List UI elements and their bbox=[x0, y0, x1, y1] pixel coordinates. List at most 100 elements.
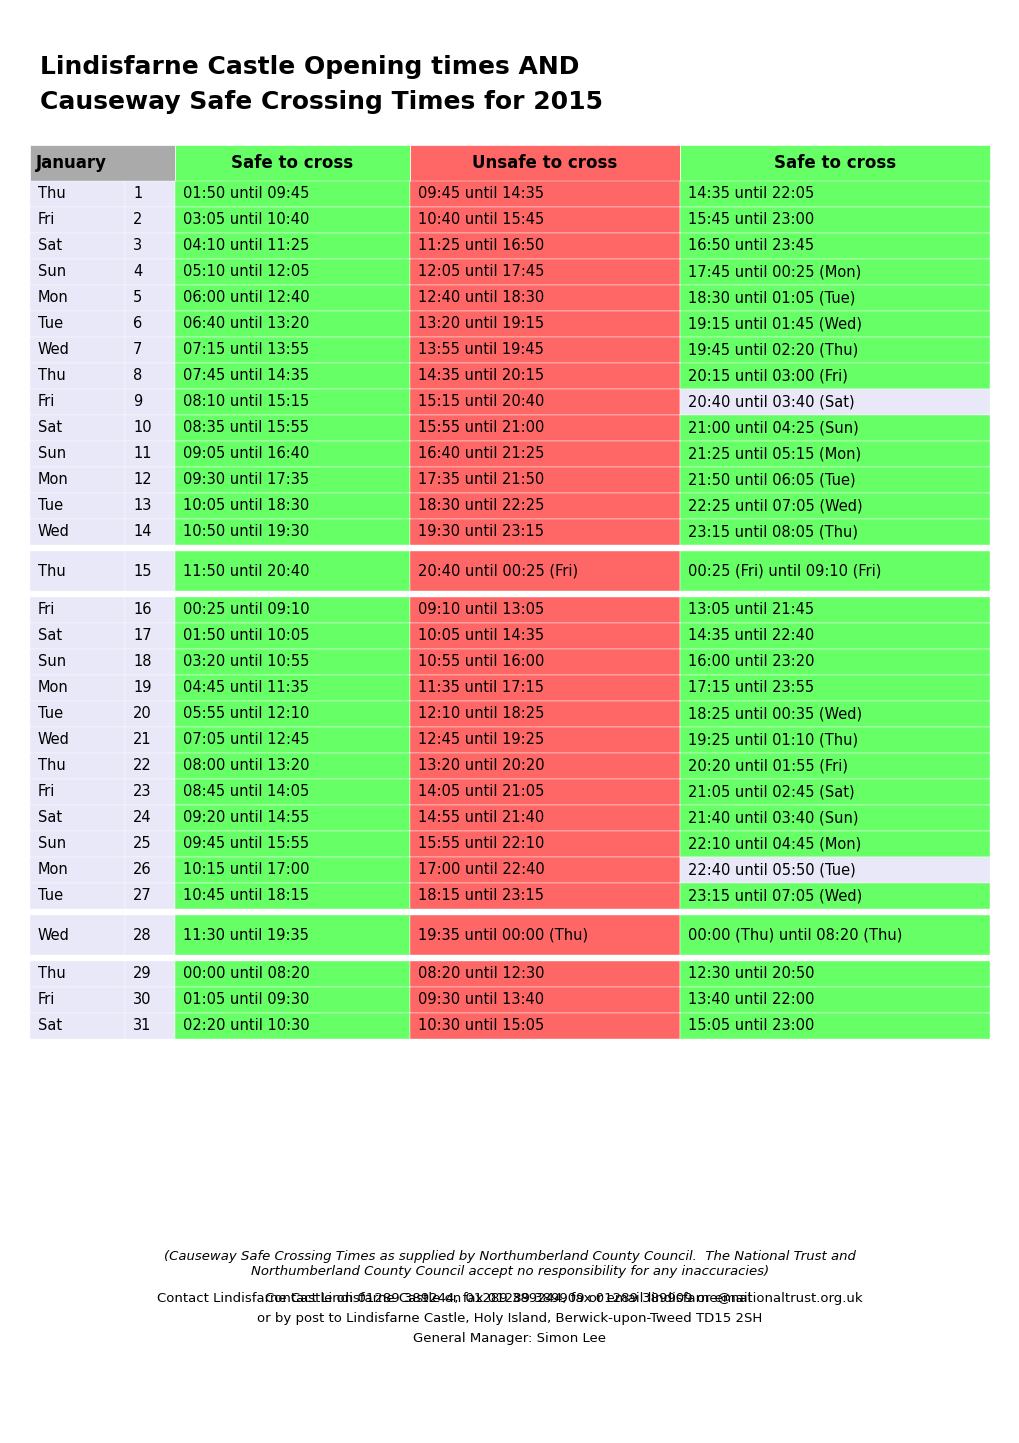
Text: 03:05 until 10:40: 03:05 until 10:40 bbox=[182, 212, 309, 228]
Text: 09:05 until 16:40: 09:05 until 16:40 bbox=[182, 446, 309, 462]
Bar bbox=[125, 805, 175, 831]
Text: 00:00 (Thu) until 08:20 (Thu): 00:00 (Thu) until 08:20 (Thu) bbox=[688, 928, 902, 942]
Bar bbox=[680, 701, 989, 727]
Text: 12:40 until 18:30: 12:40 until 18:30 bbox=[418, 290, 544, 306]
Bar bbox=[175, 364, 410, 390]
Bar bbox=[30, 701, 125, 727]
Bar bbox=[125, 258, 175, 286]
Bar bbox=[410, 987, 680, 1013]
Bar bbox=[680, 442, 989, 468]
Text: 4: 4 bbox=[132, 264, 142, 280]
Text: Tue: Tue bbox=[38, 889, 63, 903]
Text: 01:50 until 10:05: 01:50 until 10:05 bbox=[182, 629, 309, 644]
Bar bbox=[30, 883, 125, 909]
Bar bbox=[175, 551, 410, 592]
Text: 6: 6 bbox=[132, 316, 142, 332]
Bar bbox=[125, 649, 175, 675]
Text: 00:25 until 09:10: 00:25 until 09:10 bbox=[182, 603, 310, 618]
Bar bbox=[30, 805, 125, 831]
Text: Mon: Mon bbox=[38, 863, 68, 877]
Text: 13:20 until 20:20: 13:20 until 20:20 bbox=[418, 759, 544, 773]
Bar bbox=[125, 915, 175, 955]
Text: 09:10 until 13:05: 09:10 until 13:05 bbox=[418, 603, 544, 618]
Text: 16:40 until 21:25: 16:40 until 21:25 bbox=[418, 446, 544, 462]
Text: Fri: Fri bbox=[38, 394, 55, 410]
Bar bbox=[680, 390, 989, 416]
Text: 12:05 until 17:45: 12:05 until 17:45 bbox=[418, 264, 544, 280]
Bar bbox=[125, 779, 175, 805]
Bar bbox=[175, 675, 410, 701]
Text: 18:25 until 00:35 (Wed): 18:25 until 00:35 (Wed) bbox=[688, 707, 861, 722]
Bar bbox=[125, 416, 175, 442]
Text: 15:45 until 23:00: 15:45 until 23:00 bbox=[688, 212, 813, 228]
Bar bbox=[680, 338, 989, 364]
Text: 08:35 until 15:55: 08:35 until 15:55 bbox=[182, 420, 309, 436]
Bar bbox=[175, 494, 410, 519]
Text: Contact Lindisfarne Castle on 01289 389244, fax 01289 389909 or email: Contact Lindisfarne Castle on 01289 3892… bbox=[264, 1291, 755, 1304]
Bar bbox=[125, 727, 175, 753]
Text: Sun: Sun bbox=[38, 264, 66, 280]
Bar bbox=[125, 1013, 175, 1039]
Text: 05:55 until 12:10: 05:55 until 12:10 bbox=[182, 707, 309, 722]
Text: 21:50 until 06:05 (Tue): 21:50 until 06:05 (Tue) bbox=[688, 472, 855, 488]
Text: 16:00 until 23:20: 16:00 until 23:20 bbox=[688, 655, 814, 670]
Text: 09:30 until 13:40: 09:30 until 13:40 bbox=[418, 993, 543, 1007]
Text: 7: 7 bbox=[132, 342, 143, 358]
Bar bbox=[125, 286, 175, 312]
Bar bbox=[30, 416, 125, 442]
Text: Sun: Sun bbox=[38, 837, 66, 851]
Text: Sat: Sat bbox=[38, 238, 62, 254]
Text: 14:55 until 21:40: 14:55 until 21:40 bbox=[418, 811, 544, 825]
Bar bbox=[680, 805, 989, 831]
Bar bbox=[175, 416, 410, 442]
Bar bbox=[30, 206, 125, 232]
Text: 18: 18 bbox=[132, 655, 152, 670]
Text: 13:20 until 19:15: 13:20 until 19:15 bbox=[418, 316, 543, 332]
Bar bbox=[30, 494, 125, 519]
Text: 00:00 until 08:20: 00:00 until 08:20 bbox=[182, 967, 310, 981]
Text: Sat: Sat bbox=[38, 811, 62, 825]
Bar bbox=[175, 232, 410, 258]
Bar bbox=[30, 180, 125, 206]
Bar bbox=[680, 831, 989, 857]
Text: 2: 2 bbox=[132, 212, 143, 228]
Bar bbox=[410, 364, 680, 390]
Text: 20:40 until 03:40 (Sat): 20:40 until 03:40 (Sat) bbox=[688, 394, 854, 410]
Bar bbox=[30, 442, 125, 468]
Text: (Causeway Safe Crossing Times as supplied by Northumberland County Council.  The: (Causeway Safe Crossing Times as supplie… bbox=[164, 1250, 855, 1278]
Text: 11:35 until 17:15: 11:35 until 17:15 bbox=[418, 681, 543, 696]
Text: 10:55 until 16:00: 10:55 until 16:00 bbox=[418, 655, 544, 670]
Text: Mon: Mon bbox=[38, 472, 68, 488]
Bar bbox=[175, 701, 410, 727]
Text: 13:55 until 19:45: 13:55 until 19:45 bbox=[418, 342, 543, 358]
Bar bbox=[680, 206, 989, 232]
Bar bbox=[680, 779, 989, 805]
Text: 14:05 until 21:05: 14:05 until 21:05 bbox=[418, 785, 544, 799]
Bar bbox=[680, 623, 989, 649]
Text: 10:05 until 14:35: 10:05 until 14:35 bbox=[418, 629, 543, 644]
Bar bbox=[175, 468, 410, 494]
Bar bbox=[30, 779, 125, 805]
Text: 19:35 until 00:00 (Thu): 19:35 until 00:00 (Thu) bbox=[418, 928, 588, 942]
Bar bbox=[175, 883, 410, 909]
Text: 04:10 until 11:25: 04:10 until 11:25 bbox=[182, 238, 309, 254]
Bar bbox=[680, 727, 989, 753]
Text: 06:00 until 12:40: 06:00 until 12:40 bbox=[182, 290, 310, 306]
Text: Tue: Tue bbox=[38, 707, 63, 722]
Bar bbox=[175, 753, 410, 779]
Bar bbox=[410, 258, 680, 286]
Text: 20:15 until 03:00 (Fri): 20:15 until 03:00 (Fri) bbox=[688, 368, 847, 384]
Text: 15:55 until 22:10: 15:55 until 22:10 bbox=[418, 837, 544, 851]
Bar bbox=[680, 551, 989, 592]
Text: 08:00 until 13:20: 08:00 until 13:20 bbox=[182, 759, 309, 773]
Bar bbox=[175, 390, 410, 416]
Text: 10:50 until 19:30: 10:50 until 19:30 bbox=[182, 524, 309, 540]
Text: 11:50 until 20:40: 11:50 until 20:40 bbox=[182, 564, 309, 579]
Bar bbox=[125, 519, 175, 545]
Bar bbox=[125, 987, 175, 1013]
Text: 09:20 until 14:55: 09:20 until 14:55 bbox=[182, 811, 309, 825]
Bar bbox=[410, 915, 680, 955]
Text: Sat: Sat bbox=[38, 420, 62, 436]
Bar bbox=[410, 144, 680, 180]
Bar bbox=[410, 727, 680, 753]
